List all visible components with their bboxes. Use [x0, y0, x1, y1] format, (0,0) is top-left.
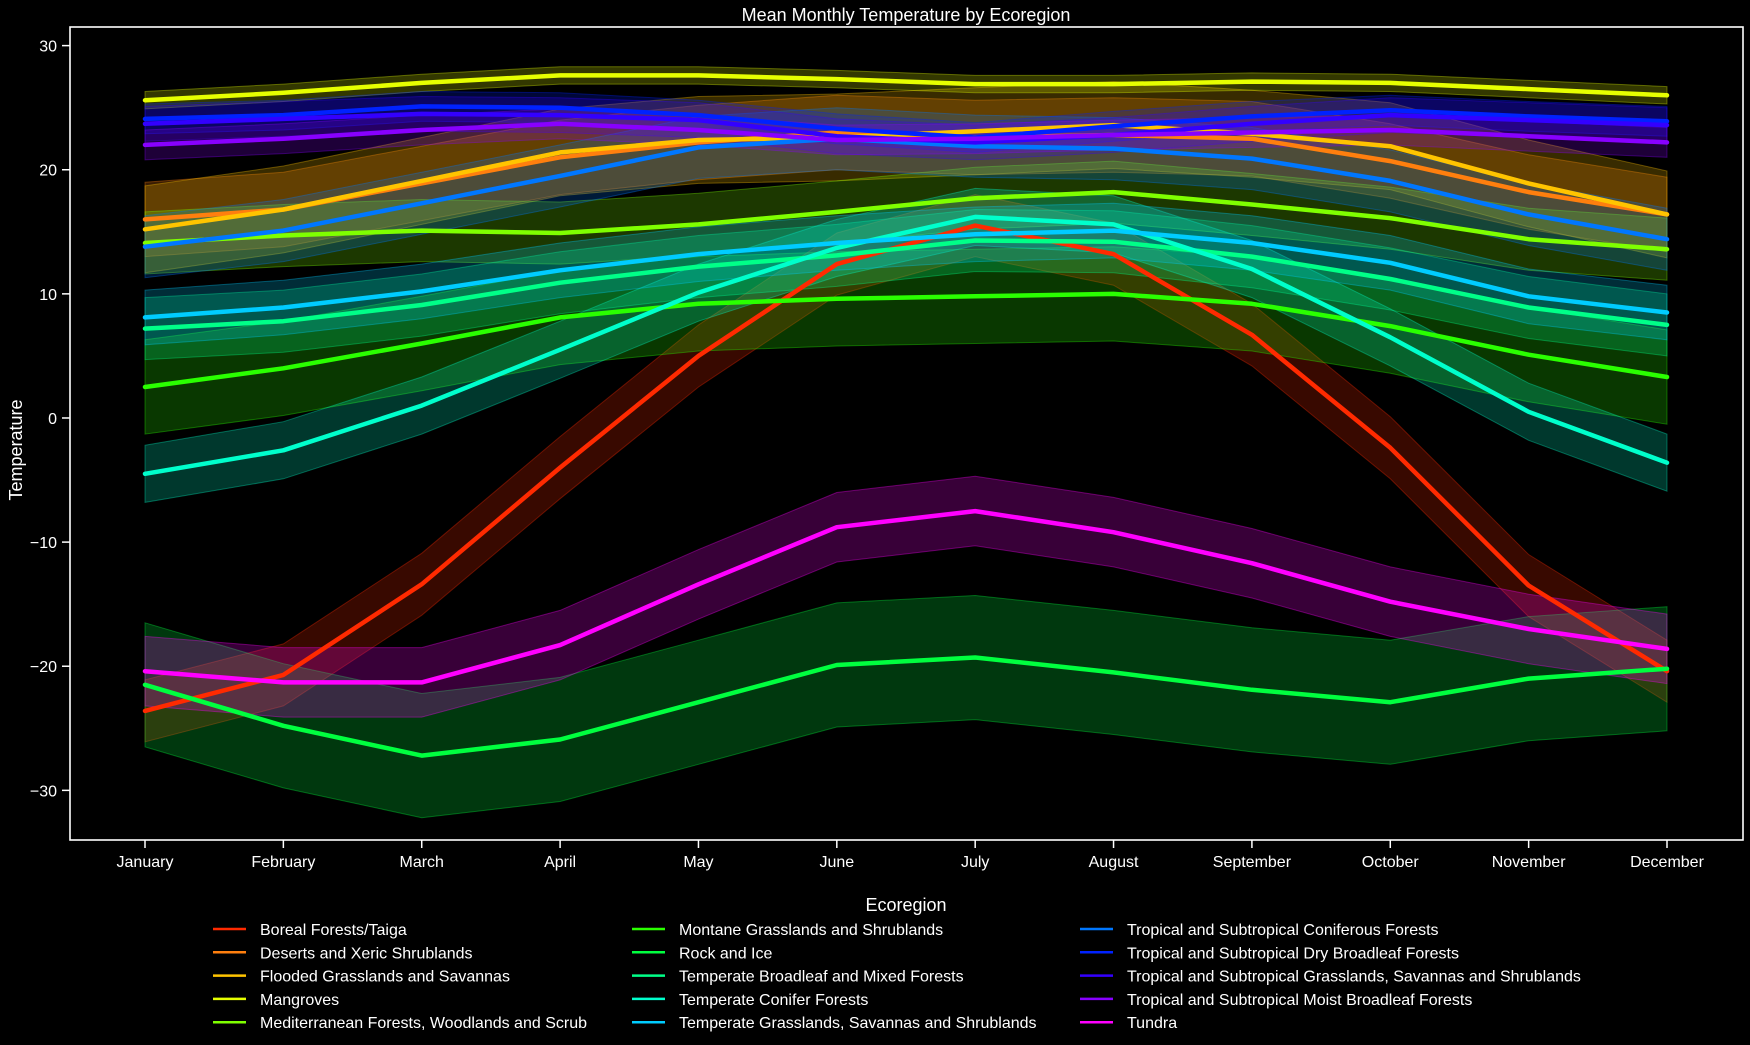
x-tick-label: May [683, 854, 713, 871]
line-series-4 [142, 189, 1670, 252]
y-tick-label: −20 [30, 659, 57, 676]
legend-title: Ecoregion [865, 895, 946, 915]
band-series-8 [144, 187, 1668, 503]
legend-label: Tropical and Subtropical Dry Broadleaf F… [1127, 945, 1459, 962]
legend-item: Tropical and Subtropical Dry Broadleaf F… [1080, 945, 1459, 962]
y-tick-label: 0 [48, 411, 57, 428]
band-series-5 [144, 246, 1668, 435]
legend-label: Flooded Grasslands and Savannas [260, 969, 510, 986]
legend-item: Montane Grasslands and Shrublands [632, 922, 943, 939]
line-series-0 [142, 223, 1670, 714]
legend-item: Mangroves [213, 992, 339, 1009]
x-tick-label: October [1362, 854, 1420, 871]
x-tick-label: September [1213, 854, 1292, 871]
line-series-6 [142, 655, 1670, 758]
legend-item: Tropical and Subtropical Grasslands, Sav… [1080, 969, 1581, 986]
legend-item: Rock and Ice [632, 945, 772, 962]
band-series-0 [144, 194, 1668, 743]
x-tick-label: February [251, 854, 315, 871]
line-series-8 [142, 214, 1670, 477]
line-series-9 [142, 228, 1670, 320]
legend-label: Rock and Ice [679, 945, 772, 962]
band-series-4 [144, 160, 1668, 281]
x-tick-label: March [400, 854, 444, 871]
x-tick-label: June [819, 854, 854, 871]
line-series-10 [142, 136, 1670, 249]
x-tick-label: January [117, 854, 174, 871]
band-series-2 [144, 81, 1668, 274]
legend-label: Boreal Forests/Taiga [260, 922, 407, 939]
legend-label: Montane Grasslands and Shrublands [679, 922, 943, 939]
y-tick-label: −30 [30, 783, 57, 800]
legend-label: Mangroves [260, 992, 339, 1009]
legend-label: Temperate Broadleaf and Mixed Forests [679, 969, 964, 986]
legend-item: Tropical and Subtropical Moist Broadleaf… [1080, 992, 1472, 1009]
series-bands [144, 66, 1668, 819]
line-series-14 [142, 508, 1670, 685]
legend-label: Temperate Grasslands, Savannas and Shrub… [679, 1015, 1037, 1032]
line-series-7 [142, 238, 1670, 331]
x-axis-ticks: January February March April May June July Augu… [117, 840, 1705, 871]
legend-label: Tropical and Subtropical Moist Broadleaf… [1127, 992, 1472, 1009]
legend-label: Tropical and Subtropical Coniferous Fore… [1127, 922, 1439, 939]
legend-label: Temperate Conifer Forests [679, 992, 868, 1009]
band-series-14 [144, 475, 1668, 718]
y-tick-label: 20 [39, 163, 57, 180]
x-tick-label: April [544, 854, 576, 871]
legend-item: Temperate Broadleaf and Mixed Forests [632, 969, 964, 986]
legend-label: Tundra [1127, 1015, 1177, 1032]
legend: Boreal Forests/Taiga Deserts and Xeric Sh… [213, 922, 1581, 1032]
plot-frame [69, 26, 1744, 841]
x-tick-label: November [1492, 854, 1566, 871]
legend-item: Flooded Grasslands and Savannas [213, 969, 510, 986]
line-series-5 [142, 291, 1670, 390]
legend-label: Mediterranean Forests, Woodlands and Scr… [260, 1015, 587, 1032]
y-tick-label: −10 [30, 535, 57, 552]
y-tick-label: 30 [39, 39, 57, 56]
chart-title: Mean Monthly Temperature by Ecoregion [742, 5, 1071, 25]
legend-item: Deserts and Xeric Shrublands [213, 945, 473, 962]
line-series-3 [142, 73, 1670, 103]
band-series-9 [144, 202, 1668, 346]
legend-item: Tropical and Subtropical Coniferous Fore… [1080, 922, 1439, 939]
band-series-6 [144, 594, 1668, 819]
legend-label: Tropical and Subtropical Grasslands, Sav… [1127, 969, 1581, 986]
legend-label: Deserts and Xeric Shrublands [260, 945, 473, 962]
x-tick-label: December [1630, 854, 1704, 871]
legend-item: Mediterranean Forests, Woodlands and Scr… [213, 1015, 587, 1032]
x-tick-label: August [1089, 854, 1139, 871]
legend-item: Tundra [1080, 1015, 1177, 1032]
line-series-13 [142, 121, 1670, 148]
series-lines [142, 73, 1670, 758]
y-axis-ticks: −30 −20 −10 0 10 20 30 [30, 39, 70, 800]
line-series-11 [142, 104, 1670, 140]
legend-item: Temperate Conifer Forests [632, 992, 868, 1009]
y-axis-label: Temperature [6, 399, 26, 500]
x-tick-label: July [961, 854, 989, 871]
legend-item: Temperate Grasslands, Savannas and Shrub… [632, 1015, 1037, 1032]
legend-item: Boreal Forests/Taiga [213, 922, 407, 939]
y-tick-label: 10 [39, 287, 57, 304]
